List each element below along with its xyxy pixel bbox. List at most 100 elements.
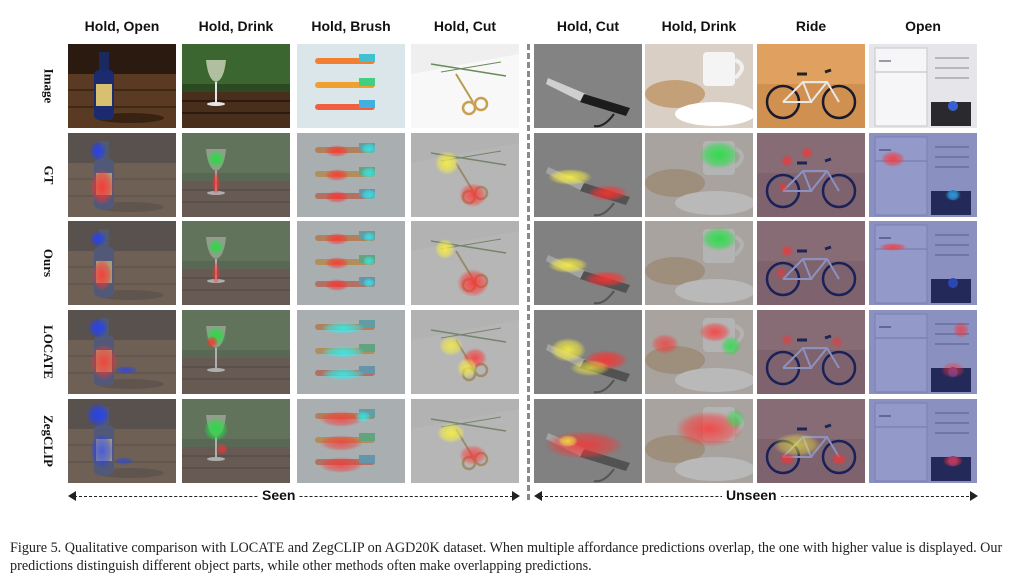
tile-graphic — [645, 221, 753, 305]
tile-graphic — [297, 44, 405, 128]
tile-image-fridge — [869, 44, 977, 128]
tile-image-toothbrushes — [297, 44, 405, 128]
tile-zegclip-toothbrushes — [297, 399, 405, 483]
tile-gt-knife — [534, 133, 642, 217]
unseen-label: Unseen — [722, 487, 781, 503]
seen-arrow-right — [512, 491, 520, 501]
tile-graphic — [68, 133, 176, 217]
tile-locate-bottle — [68, 310, 176, 394]
tile-graphic — [757, 399, 865, 483]
row-label-image: Image — [41, 68, 57, 104]
tile-zegclip-mug — [645, 399, 753, 483]
tile-graphic — [411, 221, 519, 305]
unseen-arrow-right — [970, 491, 978, 501]
tile-zegclip-bicycle — [757, 399, 865, 483]
tile-graphic — [869, 310, 977, 394]
column-header-ride: Ride — [795, 18, 827, 34]
tile-ours-bicycle — [757, 221, 865, 305]
tile-zegclip-wineglass — [182, 399, 290, 483]
tile-image-wineglass — [182, 44, 290, 128]
tile-graphic — [757, 44, 865, 128]
tile-ours-mug — [645, 221, 753, 305]
tile-graphic — [68, 399, 176, 483]
tile-graphic — [68, 221, 176, 305]
tile-graphic — [182, 221, 290, 305]
column-header-hold-cut-seen: Hold, Cut — [433, 18, 497, 34]
row-label-locate: LOCATE — [41, 325, 56, 379]
column-header-hold-brush: Hold, Brush — [311, 18, 391, 34]
tile-zegclip-bottle — [68, 399, 176, 483]
tile-graphic — [534, 399, 642, 483]
tile-graphic — [645, 399, 753, 483]
tile-ours-scissors — [411, 221, 519, 305]
tile-ours-bottle — [68, 221, 176, 305]
row-label-zegclip: ZegCLIP — [41, 415, 56, 467]
tile-graphic — [534, 133, 642, 217]
column-header-hold-drink-unseen: Hold, Drink — [661, 18, 737, 34]
seen-label: Seen — [258, 487, 300, 503]
tile-graphic — [869, 399, 977, 483]
column-header-hold-cut-unseen: Hold, Cut — [556, 18, 620, 34]
tile-graphic — [68, 44, 176, 128]
tile-graphic — [645, 44, 753, 128]
tile-locate-mug — [645, 310, 753, 394]
row-label-gt: GT — [40, 165, 56, 185]
tile-graphic — [68, 310, 176, 394]
tile-zegclip-scissors — [411, 399, 519, 483]
tile-ours-toothbrushes — [297, 221, 405, 305]
seen-unseen-divider — [527, 44, 530, 500]
tile-locate-fridge — [869, 310, 977, 394]
tile-graphic — [534, 44, 642, 128]
tile-gt-scissors — [411, 133, 519, 217]
tile-graphic — [757, 310, 865, 394]
tile-graphic — [411, 133, 519, 217]
tile-gt-wineglass — [182, 133, 290, 217]
tile-graphic — [869, 44, 977, 128]
tile-gt-bottle — [68, 133, 176, 217]
tile-graphic — [411, 399, 519, 483]
tile-gt-mug — [645, 133, 753, 217]
tile-image-scissors — [411, 44, 519, 128]
tile-ours-fridge — [869, 221, 977, 305]
tile-locate-wineglass — [182, 310, 290, 394]
seen-arrow-left — [68, 491, 76, 501]
column-header-open: Open — [905, 18, 941, 34]
tile-graphic — [869, 221, 977, 305]
tile-graphic — [297, 133, 405, 217]
tile-graphic — [411, 310, 519, 394]
tile-locate-knife — [534, 310, 642, 394]
tile-graphic — [757, 221, 865, 305]
column-header-hold-open: Hold, Open — [84, 18, 160, 34]
tile-image-knife — [534, 44, 642, 128]
tile-zegclip-knife — [534, 399, 642, 483]
tile-graphic — [182, 133, 290, 217]
tile-image-bicycle — [757, 44, 865, 128]
tile-graphic — [534, 221, 642, 305]
tile-graphic — [182, 399, 290, 483]
tile-graphic — [182, 310, 290, 394]
tile-locate-bicycle — [757, 310, 865, 394]
tile-graphic — [645, 310, 753, 394]
tile-graphic — [297, 399, 405, 483]
tile-zegclip-fridge — [869, 399, 977, 483]
tile-gt-fridge — [869, 133, 977, 217]
tile-locate-scissors — [411, 310, 519, 394]
tile-graphic — [297, 310, 405, 394]
tile-ours-wineglass — [182, 221, 290, 305]
tile-gt-bicycle — [757, 133, 865, 217]
column-header-hold-drink: Hold, Drink — [198, 18, 274, 34]
tile-locate-toothbrushes — [297, 310, 405, 394]
tile-graphic — [182, 44, 290, 128]
tile-graphic — [297, 221, 405, 305]
unseen-arrow-left — [534, 491, 542, 501]
tile-ours-knife — [534, 221, 642, 305]
row-label-ours: Ours — [40, 248, 56, 278]
tile-gt-toothbrushes — [297, 133, 405, 217]
figure-caption: Figure 5. Qualitative comparison with LO… — [10, 540, 1003, 574]
tile-graphic — [534, 310, 642, 394]
tile-graphic — [645, 133, 753, 217]
tile-graphic — [869, 133, 977, 217]
tile-graphic — [411, 44, 519, 128]
tile-image-bottle — [68, 44, 176, 128]
tile-graphic — [757, 133, 865, 217]
